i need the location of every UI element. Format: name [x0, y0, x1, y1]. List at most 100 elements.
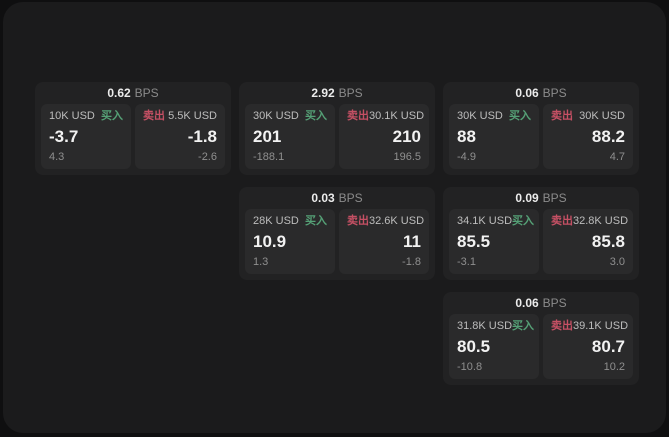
- sell-side-label: 卖出: [551, 215, 573, 227]
- buy-price: 201: [253, 127, 282, 146]
- sell-amount: 39.1K USD: [573, 320, 629, 332]
- sell-side-label: 卖出: [347, 215, 369, 227]
- buy-delta: -188.1: [253, 151, 285, 163]
- sell-delta: 196.5: [393, 151, 421, 163]
- buy-amount: 30K USD: [253, 110, 299, 122]
- buy-side-label: 买入: [509, 110, 531, 122]
- buy-side-label: 买入: [305, 215, 327, 227]
- buy-side-label: 买入: [305, 110, 327, 122]
- spread-header: 0.03 BPS: [239, 187, 435, 209]
- quote-card: 2.92 BPS 30K USD 买入 201 -188.1 卖出 30.1K …: [239, 82, 435, 175]
- buy-delta: -10.8: [457, 361, 483, 373]
- quote-card: 0.06 BPS 30K USD 买入 88 -4.9 卖出 30K USD 8…: [443, 82, 639, 175]
- spread-unit: BPS: [542, 296, 567, 310]
- buy-side-label: 买入: [512, 215, 535, 227]
- buy-panel[interactable]: 30K USD 买入 88 -4.9: [449, 104, 539, 169]
- buy-label-row: 30K USD 买入: [253, 110, 327, 123]
- sell-panel[interactable]: 卖出 39.1K USD 80.7 10.2: [543, 314, 633, 379]
- sell-price: 88.2: [591, 127, 625, 146]
- buy-delta: 1.3: [253, 256, 269, 268]
- buy-panel[interactable]: 10K USD 买入 -3.7 4.3: [41, 104, 131, 169]
- spread-value: 0.03: [311, 191, 335, 205]
- quote-card-body: 30K USD 买入 201 -188.1 卖出 30.1K USD 210 1…: [239, 104, 435, 175]
- spread-header: 0.62 BPS: [35, 82, 231, 104]
- spread-unit: BPS: [338, 86, 363, 100]
- spread-unit: BPS: [542, 86, 567, 100]
- buy-label-row: 28K USD 买入: [253, 215, 327, 228]
- spread-value: 0.09: [515, 191, 539, 205]
- buy-panel[interactable]: 28K USD 买入 10.9 1.3: [245, 209, 335, 274]
- buy-amount: 31.8K USD: [457, 320, 513, 332]
- buy-amount: 34.1K USD: [457, 215, 513, 227]
- buy-amount: 28K USD: [253, 215, 299, 227]
- quote-card: 0.06 BPS 31.8K USD 买入 80.5 -10.8 卖出 39.1…: [443, 292, 639, 385]
- buy-panel[interactable]: 34.1K USD 买入 85.5 -3.1: [449, 209, 539, 274]
- buy-amount: 30K USD: [457, 110, 503, 122]
- quote-card-body: 28K USD 买入 10.9 1.3 卖出 32.6K USD 11 -1.8: [239, 209, 435, 280]
- sell-label-row: 卖出 32.6K USD: [347, 215, 424, 228]
- quote-card-grid: 0.62 BPS 10K USD 买入 -3.7 4.3 卖出 5.5K USD…: [35, 82, 639, 385]
- sell-label-row: 卖出 32.8K USD: [551, 215, 629, 228]
- buy-amount: 10K USD: [49, 110, 95, 122]
- spread-header: 0.09 BPS: [443, 187, 639, 209]
- quote-card-body: 31.8K USD 买入 80.5 -10.8 卖出 39.1K USD 80.…: [443, 314, 639, 385]
- buy-label-row: 31.8K USD 买入: [457, 320, 535, 333]
- spread-unit: BPS: [134, 86, 159, 100]
- buy-side-label: 买入: [512, 320, 535, 332]
- buy-price: 80.5: [457, 337, 491, 356]
- spread-value: 0.06: [515, 86, 539, 100]
- buy-delta: -4.9: [457, 151, 476, 163]
- sell-price: 80.7: [591, 337, 625, 356]
- quote-card: 0.62 BPS 10K USD 买入 -3.7 4.3 卖出 5.5K USD…: [35, 82, 231, 175]
- sell-delta: 10.2: [603, 361, 625, 373]
- sell-label-row: 卖出 39.1K USD: [551, 320, 629, 333]
- sell-delta: 3.0: [609, 256, 625, 268]
- quote-card: 0.09 BPS 34.1K USD 买入 85.5 -3.1 卖出 32.8K…: [443, 187, 639, 280]
- buy-label-row: 10K USD 买入: [49, 110, 123, 123]
- spread-value: 2.92: [311, 86, 335, 100]
- sell-side-label: 卖出: [347, 110, 369, 122]
- buy-price: 10.9: [253, 232, 287, 251]
- quote-card-body: 30K USD 买入 88 -4.9 卖出 30K USD 88.2 4.7: [443, 104, 639, 175]
- quote-card: 0.03 BPS 28K USD 买入 10.9 1.3 卖出 32.6K US…: [239, 187, 435, 280]
- sell-amount: 32.8K USD: [573, 215, 629, 227]
- spread-unit: BPS: [338, 191, 363, 205]
- sell-panel[interactable]: 卖出 32.8K USD 85.8 3.0: [543, 209, 633, 274]
- spread-header: 0.06 BPS: [443, 292, 639, 314]
- sell-delta: 4.7: [609, 151, 625, 163]
- sell-price: 11: [403, 232, 421, 251]
- sell-price: 210: [392, 127, 421, 146]
- buy-label-row: 30K USD 买入: [457, 110, 531, 123]
- quote-card-body: 34.1K USD 买入 85.5 -3.1 卖出 32.8K USD 85.8…: [443, 209, 639, 280]
- buy-price: 85.5: [457, 232, 491, 251]
- sell-side-label: 卖出: [551, 320, 573, 332]
- sell-side-label: 卖出: [551, 110, 573, 122]
- buy-price: 88: [457, 127, 476, 146]
- spread-value: 0.62: [107, 86, 131, 100]
- sell-delta: -1.8: [402, 256, 421, 268]
- quote-card-body: 10K USD 买入 -3.7 4.3 卖出 5.5K USD -1.8 -2.…: [35, 104, 231, 175]
- sell-side-label: 卖出: [143, 110, 165, 122]
- buy-label-row: 34.1K USD 买入: [457, 215, 535, 228]
- buy-panel[interactable]: 31.8K USD 买入 80.5 -10.8: [449, 314, 539, 379]
- spread-header: 2.92 BPS: [239, 82, 435, 104]
- sell-panel[interactable]: 卖出 30K USD 88.2 4.7: [543, 104, 633, 169]
- buy-side-label: 买入: [101, 110, 123, 122]
- sell-label-row: 卖出 5.5K USD: [143, 110, 217, 123]
- sell-panel[interactable]: 卖出 5.5K USD -1.8 -2.6: [135, 104, 225, 169]
- sell-label-row: 卖出 30K USD: [551, 110, 625, 123]
- buy-panel[interactable]: 30K USD 买入 201 -188.1: [245, 104, 335, 169]
- spread-value: 0.06: [515, 296, 539, 310]
- sell-price: -1.8: [187, 127, 217, 146]
- buy-price: -3.7: [49, 127, 79, 146]
- buy-delta: -3.1: [457, 256, 476, 268]
- spread-header: 0.06 BPS: [443, 82, 639, 104]
- sell-panel[interactable]: 卖出 32.6K USD 11 -1.8: [339, 209, 429, 274]
- sell-amount: 5.5K USD: [168, 110, 217, 122]
- sell-panel[interactable]: 卖出 30.1K USD 210 196.5: [339, 104, 429, 169]
- sell-price: 85.8: [591, 232, 625, 251]
- buy-delta: 4.3: [49, 151, 65, 163]
- sell-label-row: 卖出 30.1K USD: [347, 110, 424, 123]
- spread-unit: BPS: [542, 191, 567, 205]
- sell-delta: -2.6: [198, 151, 217, 163]
